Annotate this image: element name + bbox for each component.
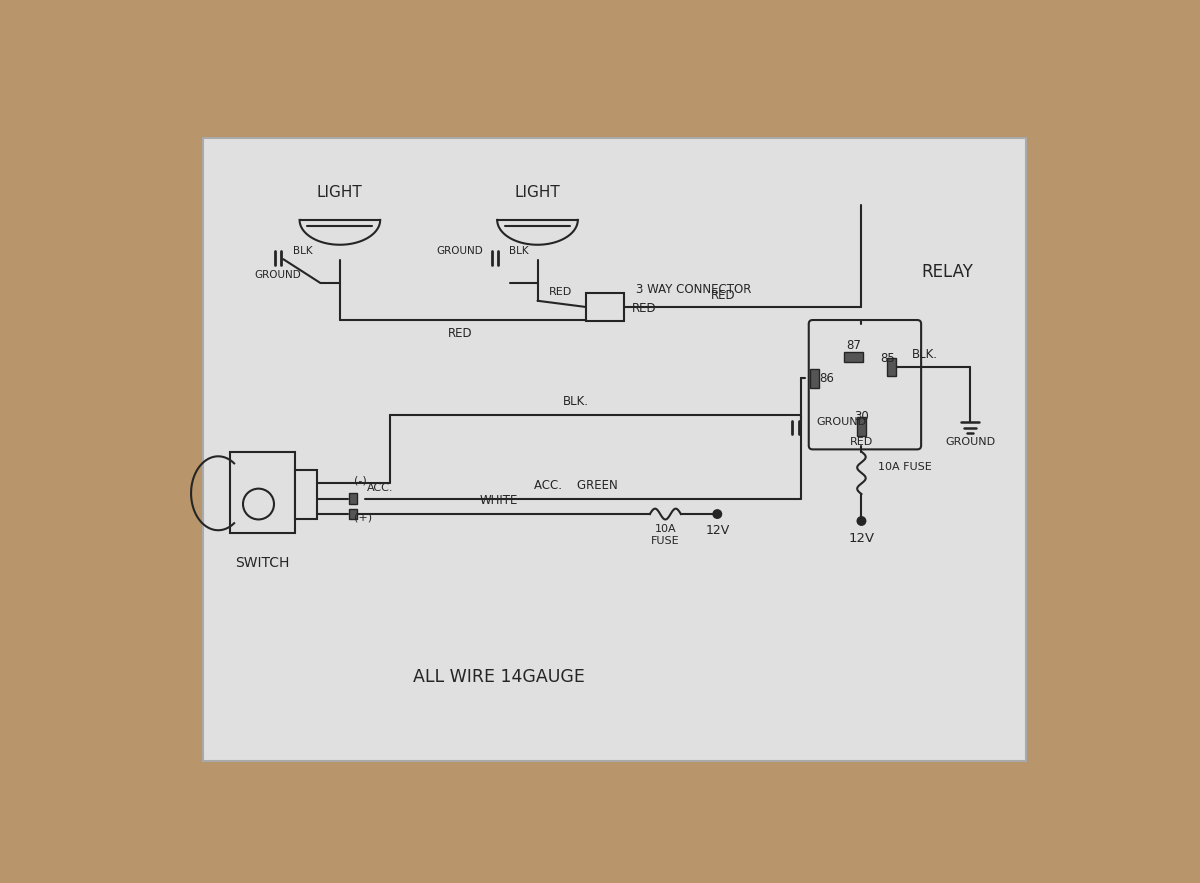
- Bar: [349, 509, 356, 519]
- Circle shape: [242, 488, 274, 519]
- Text: LIGHT: LIGHT: [515, 185, 560, 200]
- Text: SWITCH: SWITCH: [235, 555, 289, 570]
- Text: BLK: BLK: [509, 246, 528, 256]
- Bar: [887, 358, 896, 376]
- Text: GROUND: GROUND: [944, 437, 995, 447]
- Text: (-): (-): [354, 475, 366, 485]
- Text: RELAY: RELAY: [922, 262, 973, 281]
- Text: RED: RED: [550, 286, 572, 297]
- Bar: [857, 417, 866, 435]
- Text: BLK: BLK: [293, 246, 313, 256]
- Text: 30: 30: [854, 410, 869, 423]
- Text: 87: 87: [846, 339, 862, 352]
- Text: GROUND: GROUND: [254, 269, 301, 280]
- Text: 85: 85: [881, 352, 895, 365]
- Text: 86: 86: [820, 372, 834, 385]
- Text: RED: RED: [850, 437, 874, 448]
- Circle shape: [713, 509, 721, 518]
- Circle shape: [857, 517, 865, 525]
- FancyBboxPatch shape: [809, 320, 922, 449]
- Text: 3 WAY CONNECTOR: 3 WAY CONNECTOR: [636, 283, 751, 297]
- Text: RED: RED: [448, 328, 473, 340]
- Bar: [810, 369, 818, 388]
- Text: GROUND: GROUND: [816, 418, 866, 427]
- Text: RED: RED: [632, 302, 656, 315]
- Text: 10A FUSE: 10A FUSE: [878, 462, 932, 472]
- Text: ACC.: ACC.: [367, 483, 394, 493]
- Text: BLK.: BLK.: [563, 395, 589, 408]
- Text: FUSE: FUSE: [652, 536, 679, 546]
- Bar: [349, 494, 356, 504]
- Text: (+): (+): [354, 512, 372, 522]
- Text: LIGHT: LIGHT: [317, 185, 362, 200]
- Text: BLK.: BLK.: [912, 348, 938, 361]
- Bar: [586, 293, 624, 321]
- Text: ALL WIRE 14GAUGE: ALL WIRE 14GAUGE: [413, 668, 584, 685]
- Text: ACC.    GREEN: ACC. GREEN: [534, 479, 618, 492]
- Bar: [845, 352, 863, 362]
- Text: GROUND: GROUND: [437, 246, 484, 256]
- Text: 12V: 12V: [706, 525, 730, 538]
- Bar: [295, 470, 317, 519]
- Text: 12V: 12V: [848, 532, 875, 545]
- Text: 10A: 10A: [654, 525, 676, 534]
- Text: RED: RED: [712, 289, 736, 302]
- Bar: [203, 138, 1026, 761]
- Bar: [230, 452, 295, 533]
- Text: WHITE: WHITE: [480, 494, 518, 508]
